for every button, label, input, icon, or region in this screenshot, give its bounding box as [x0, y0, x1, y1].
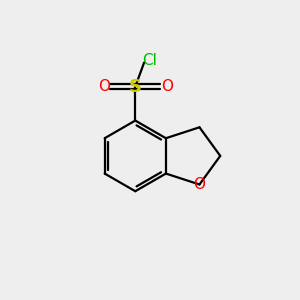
Text: Cl: Cl — [142, 53, 158, 68]
Text: O: O — [98, 79, 110, 94]
Text: O: O — [161, 79, 173, 94]
Text: S: S — [129, 78, 142, 96]
Text: O: O — [194, 177, 206, 192]
